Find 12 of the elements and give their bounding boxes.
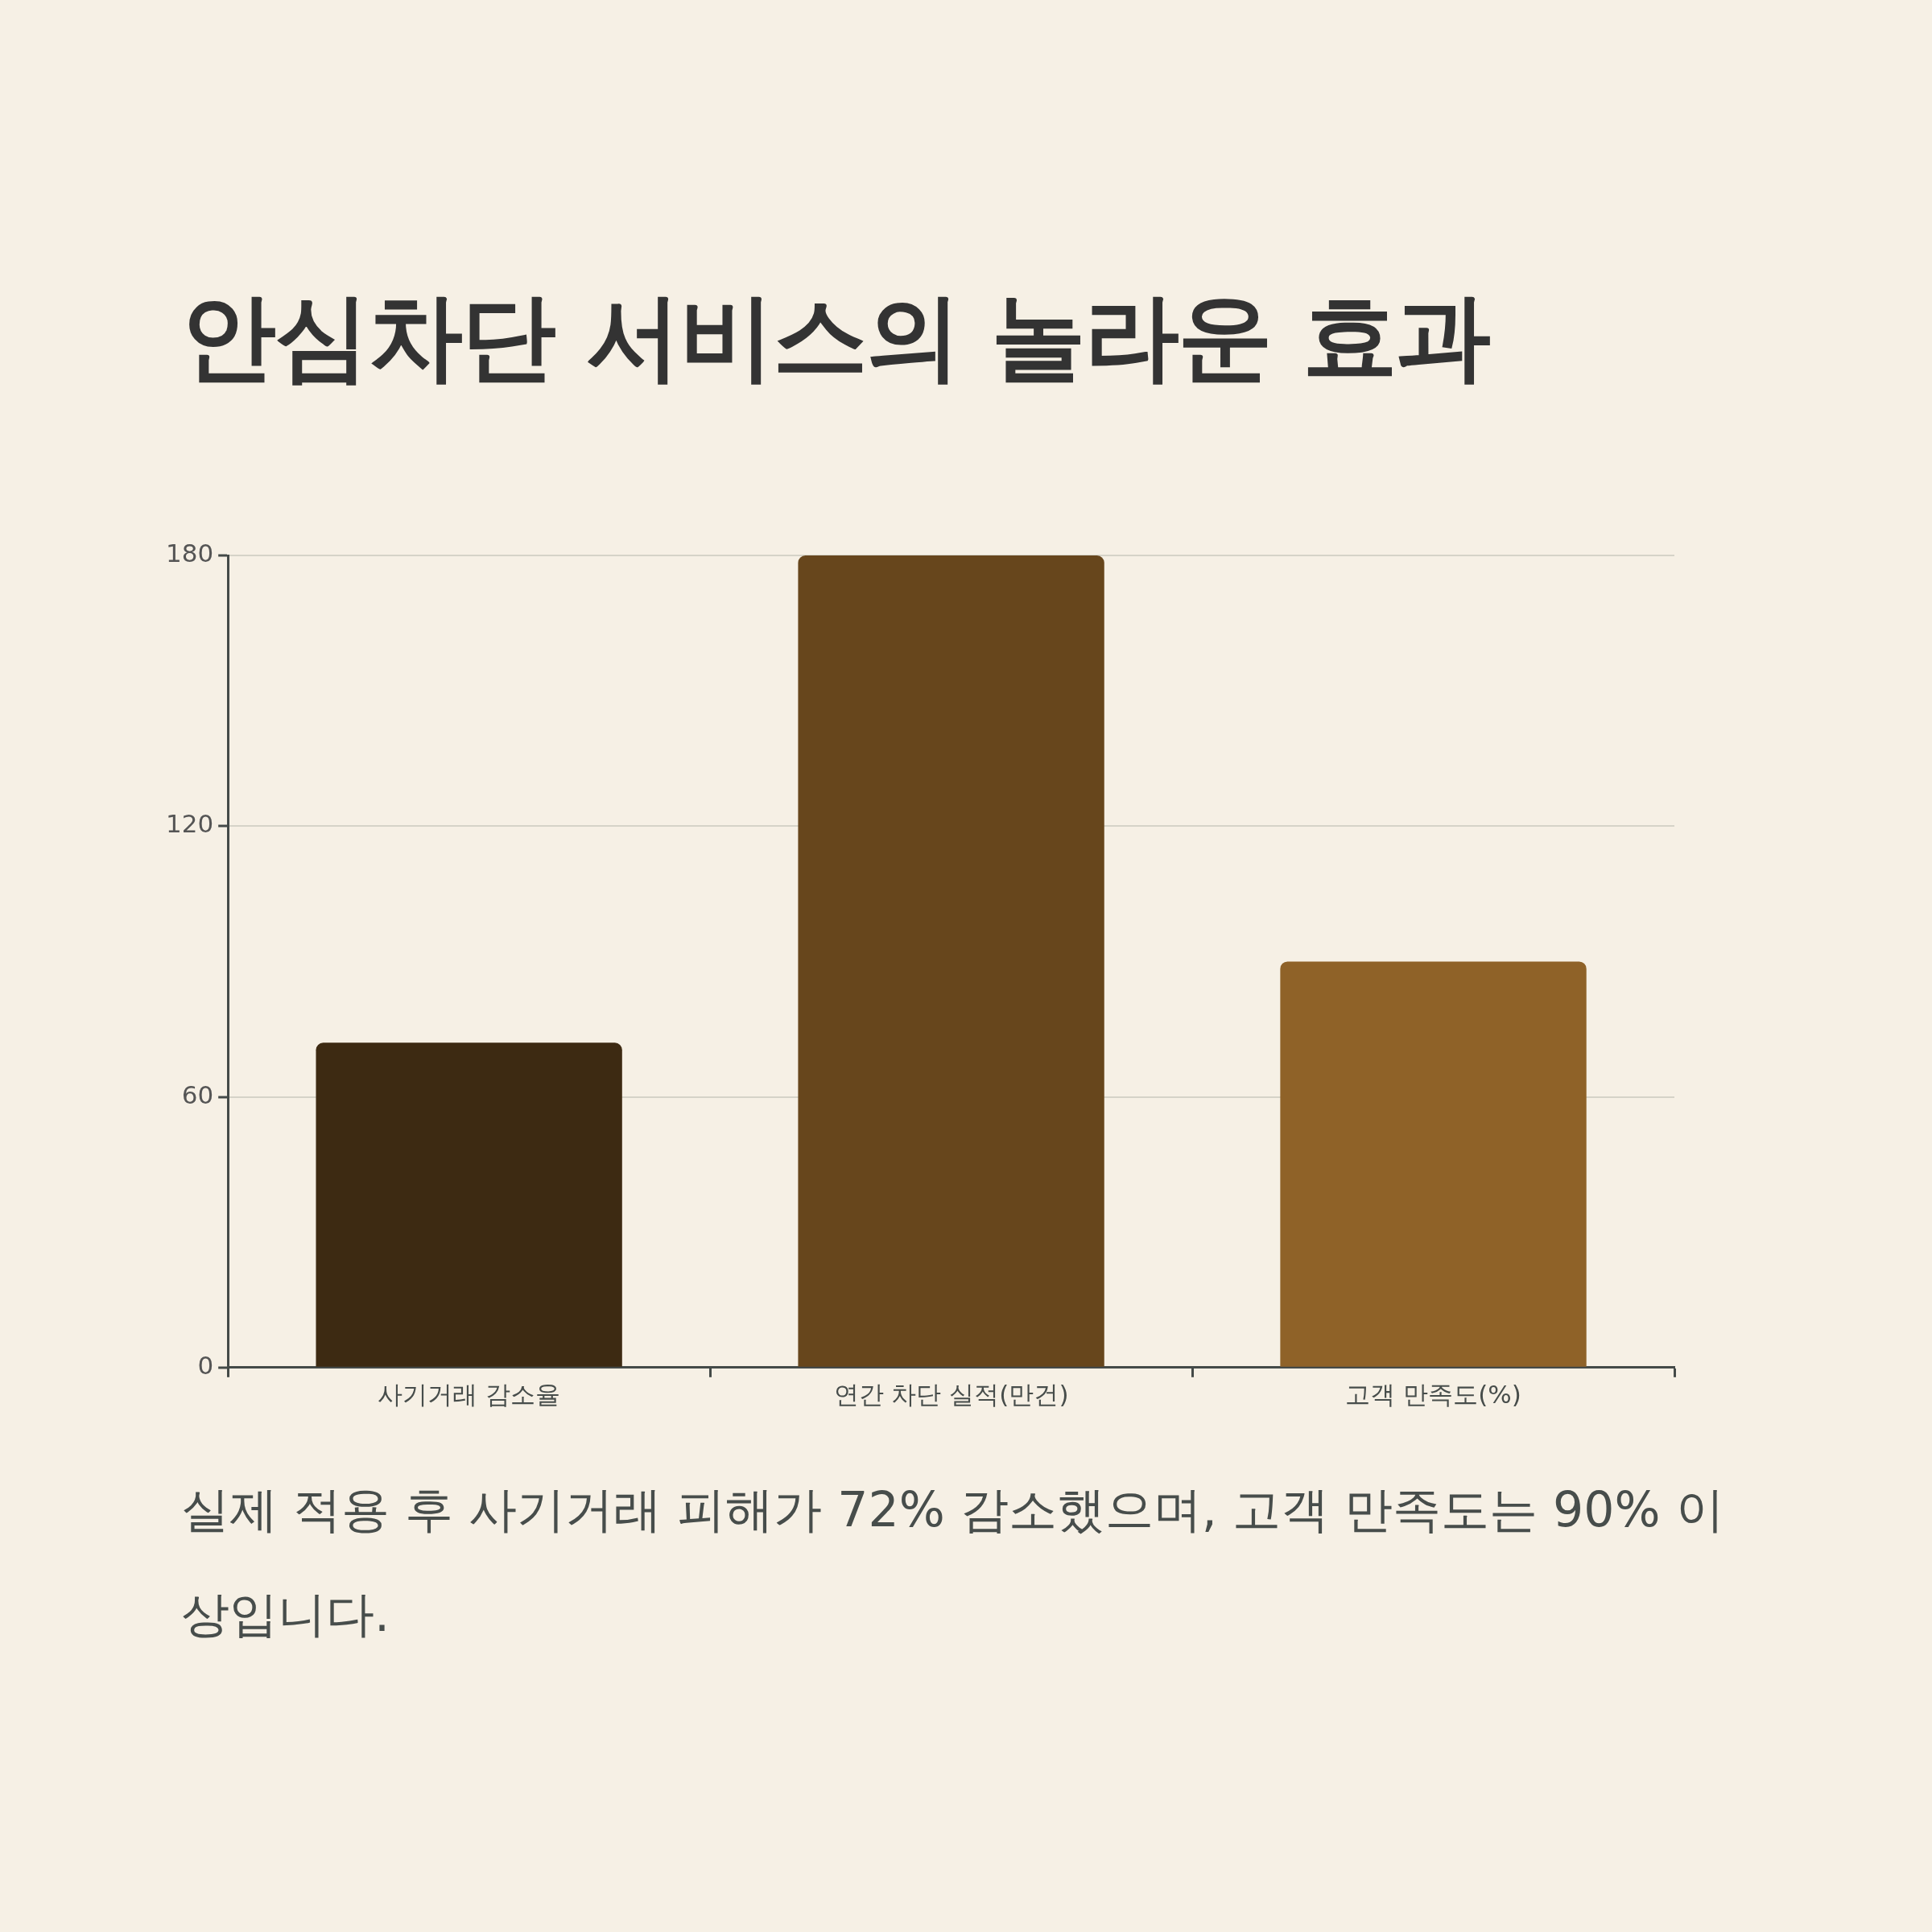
x-tick-label: 고객 만족도(%) — [1345, 1380, 1521, 1410]
bar — [1280, 961, 1587, 1367]
x-tick-label: 사기거래 감소율 — [378, 1380, 561, 1410]
bar — [316, 1042, 622, 1367]
y-tick-label: 0 — [197, 1350, 214, 1380]
y-tick-label: 180 — [166, 539, 214, 568]
text: 실제 적용 후 사기거래 피해가 72% 감소했으며, 고객 만족도는 90% 이상입니다. — [181, 1480, 1725, 1644]
bar — [798, 555, 1104, 1367]
x-tick-label: 연간 차단 실적(만건) — [833, 1380, 1069, 1410]
y-tick-label: 60 — [181, 1080, 214, 1109]
chart-title: 안심차단 서비스의 놀라운 효과 — [181, 280, 1490, 394]
y-tick-label: 120 — [166, 809, 214, 839]
